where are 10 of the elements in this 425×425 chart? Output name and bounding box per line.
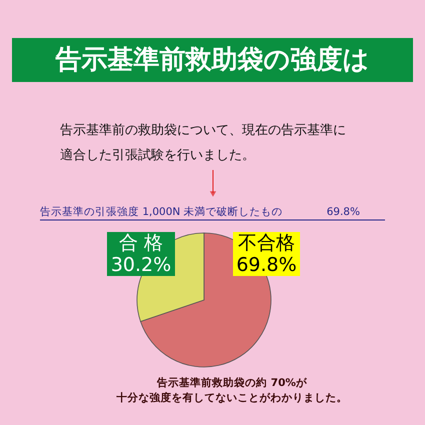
text: 告示基準前救助袋の約 70%が [156, 376, 308, 389]
text: 適合した引張試験を行いました。 [60, 147, 255, 163]
text: 告示基準の引張強度 1,000N 未満で破断したもの 69.8% [40, 205, 360, 218]
chart-title: 告示基準前救助袋の強度は [54, 45, 370, 75]
slice-label: 合 格 [118, 232, 164, 254]
slice-label: 不合格 [238, 232, 295, 254]
data-label: 30.2% [110, 254, 172, 276]
text: 告示基準前の救助袋について、現在の告示基準に [60, 123, 346, 138]
text: 十分な強度を有してないことがわかりました。 [116, 391, 348, 404]
data-label: 69.8% [236, 254, 297, 276]
